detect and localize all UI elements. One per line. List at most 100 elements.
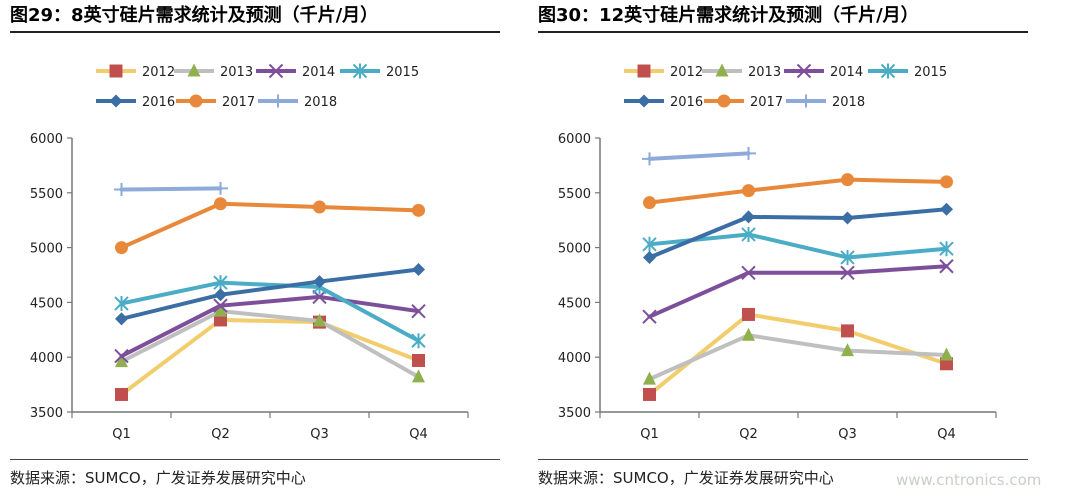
- legend-label: 2017: [222, 95, 255, 110]
- y-tick-label: 4000: [558, 351, 591, 366]
- series-2013: [643, 327, 953, 385]
- legend-item-2013: 2013: [702, 63, 781, 80]
- legend-label: 2017: [750, 95, 783, 110]
- y-tick-label: 3500: [30, 406, 63, 421]
- watermark: www.cntronics.com: [896, 471, 1042, 489]
- y-tick-label: 5000: [30, 242, 63, 257]
- series-line: [119, 317, 421, 397]
- data-point: [643, 250, 656, 264]
- series-2014: [114, 289, 426, 364]
- legend-item-2018: 2018: [258, 94, 337, 110]
- data-point: [642, 309, 657, 324]
- legend-label: 2014: [302, 65, 335, 80]
- legend-label: 2015: [914, 65, 947, 80]
- legend-marker: [270, 94, 286, 108]
- data-point: [412, 263, 425, 277]
- legend-item-2018: 2018: [786, 94, 865, 110]
- y-tick-label: 3500: [558, 406, 591, 421]
- data-point: [841, 324, 854, 338]
- x-tick-label: Q3: [838, 427, 857, 442]
- series-2012: [643, 307, 953, 401]
- data-point: [642, 236, 657, 252]
- line-chart-12inch: 2012 2013 2014 2015 2016 2017 2018 3500 4000 4500…: [558, 63, 997, 442]
- legend-label: 2016: [142, 95, 175, 110]
- series-2018: [114, 181, 228, 197]
- data-point: [115, 241, 128, 255]
- data-point: [115, 354, 128, 368]
- data-point: [742, 184, 755, 198]
- series-2013: [115, 303, 425, 383]
- y-tick-label: 4500: [30, 296, 63, 311]
- series-line: [119, 294, 421, 359]
- data-point: [213, 181, 228, 195]
- x-tick-label: Q3: [310, 427, 329, 442]
- data-point: [643, 371, 656, 385]
- legend-marker: [796, 63, 812, 79]
- figure-title: 图29：8英寸硅片需求统计及预测（千片/月）: [10, 5, 379, 26]
- title-rule: [10, 31, 500, 33]
- series-2016: [643, 202, 953, 264]
- data-point: [411, 303, 426, 319]
- data-point: [412, 203, 425, 217]
- legend-marker: [637, 94, 651, 108]
- data-point: [114, 183, 129, 197]
- legend: 2012 2013 2014 2015 2016 2017 2018: [96, 63, 419, 110]
- data-point: [214, 197, 227, 211]
- data-point: [213, 298, 228, 313]
- legend-item-2013: 2013: [174, 63, 253, 80]
- legend-item-2015: 2015: [340, 63, 419, 80]
- series-line: [119, 280, 421, 343]
- legend: 2012 2013 2014 2015 2016 2017 2018: [624, 63, 947, 110]
- data-point: [741, 146, 756, 160]
- data-point: [114, 295, 129, 311]
- legend-item-2012: 2012: [96, 64, 175, 80]
- data-point: [643, 387, 656, 401]
- legend-label: 2012: [142, 65, 175, 80]
- data-point: [940, 347, 953, 361]
- legend-marker: [352, 63, 368, 79]
- axes: 3500 4000 4500 5000 5500 6000 Q1 Q2 Q3 Q4: [30, 132, 469, 442]
- legend-marker: [187, 63, 201, 77]
- legend-label: 2018: [832, 95, 865, 110]
- legend-marker: [189, 94, 203, 108]
- series-line: [647, 312, 949, 397]
- series-2017: [115, 197, 425, 255]
- y-tick-label: 4000: [30, 351, 63, 366]
- series-line: [119, 267, 421, 321]
- source-rule: [538, 459, 1028, 460]
- data-point: [841, 173, 854, 187]
- y-tick-label: 5500: [558, 187, 591, 202]
- legend-item-2017: 2017: [176, 94, 255, 110]
- y-tick-label: 4500: [558, 296, 591, 311]
- x-tick-label: Q4: [409, 427, 428, 442]
- series-2015: [642, 226, 954, 265]
- data-point: [115, 312, 128, 326]
- legend-item-2015: 2015: [868, 63, 947, 80]
- axes: 3500 4000 4500 5000 5500 6000 Q1 Q2 Q3 Q4: [558, 132, 997, 442]
- y-tick-label: 6000: [558, 132, 591, 147]
- data-point: [642, 152, 657, 166]
- legend-marker: [715, 63, 729, 77]
- legend-item-2016: 2016: [624, 94, 703, 110]
- data-point: [840, 265, 855, 281]
- series-line: [119, 186, 223, 192]
- source-rule: [10, 459, 500, 460]
- legend-label: 2014: [830, 65, 863, 80]
- legend-label: 2012: [670, 65, 703, 80]
- legend-item-2017: 2017: [704, 94, 783, 110]
- data-point: [939, 259, 954, 274]
- data-point: [841, 343, 854, 357]
- figure-title: 图30：12英寸硅片需求统计及预测（千片/月）: [538, 5, 919, 26]
- series-2014: [642, 259, 954, 324]
- data-point: [939, 241, 954, 257]
- series-2017: [643, 173, 953, 210]
- series-2016: [115, 263, 425, 326]
- series-2018: [642, 146, 756, 166]
- title-rule: [538, 31, 1028, 33]
- data-point: [841, 211, 854, 225]
- data-source-note: 数据来源：SUMCO，广发证券发展研究中心: [10, 469, 306, 487]
- data-point: [313, 200, 326, 214]
- legend-marker: [268, 63, 284, 79]
- legend-label: 2016: [670, 95, 703, 110]
- series-line: [647, 264, 949, 319]
